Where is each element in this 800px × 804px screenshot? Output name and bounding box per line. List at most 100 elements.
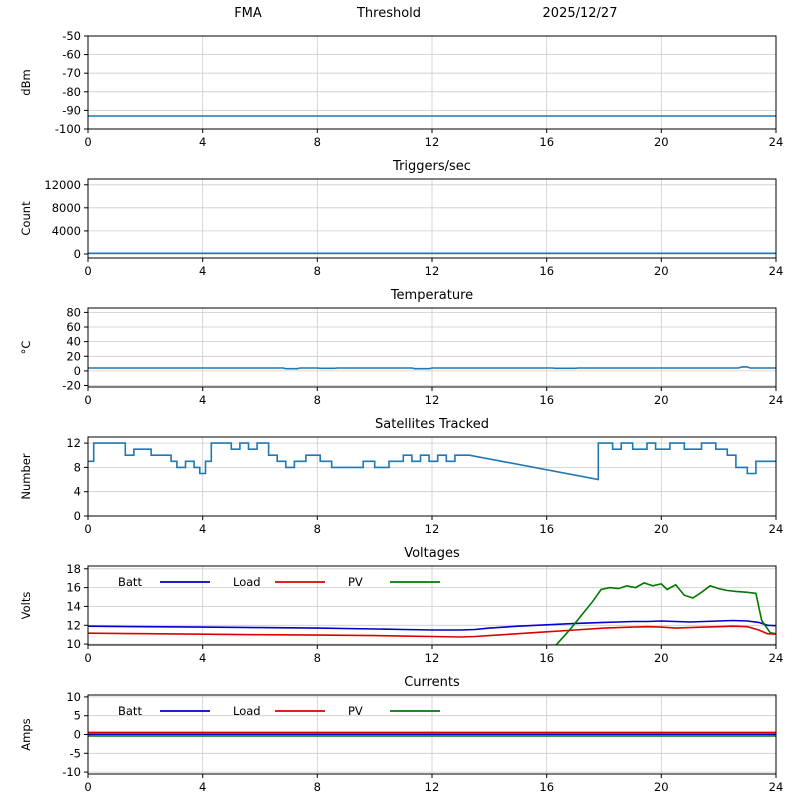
svg-text:24: 24 <box>769 522 784 536</box>
svg-text:20: 20 <box>654 393 669 407</box>
header-threshold-label: Threshold <box>356 6 422 21</box>
svg-text:16: 16 <box>539 651 554 665</box>
svg-text:12: 12 <box>425 135 440 149</box>
svg-text:-20: -20 <box>62 379 81 393</box>
svg-text:16: 16 <box>66 581 81 595</box>
svg-text:20: 20 <box>654 651 669 665</box>
svg-text:24: 24 <box>769 651 784 665</box>
svg-text:20: 20 <box>654 780 669 794</box>
chart-temperature: 0 4 8 12 16 20 24 -20 0 20 40 60 80 Temperature °C <box>0 284 800 413</box>
chart-currents: 0 4 8 12 16 20 24 -10 -5 0 5 10 Currents Amps Batt Load… <box>0 671 800 800</box>
svg-text:10: 10 <box>66 637 81 651</box>
svg-text:Batt: Batt <box>118 575 142 589</box>
svg-text:°C: °C <box>19 341 33 355</box>
charts-container: 0 4 8 12 16 20 24 -100 -90 -80 -70 -60 -50 dBm 0 4 8 12 16… <box>0 26 800 800</box>
svg-text:-80: -80 <box>62 85 81 99</box>
svg-text:Amps: Amps <box>19 718 33 750</box>
svg-text:-100: -100 <box>55 122 81 136</box>
svg-text:Volts: Volts <box>19 592 33 620</box>
svg-text:4: 4 <box>199 522 206 536</box>
svg-text:-10: -10 <box>62 765 81 779</box>
svg-text:0: 0 <box>74 247 81 261</box>
svg-text:0: 0 <box>84 135 91 149</box>
svg-text:12: 12 <box>425 264 440 278</box>
svg-text:12: 12 <box>425 393 440 407</box>
svg-text:Satellites Tracked: Satellites Tracked <box>375 417 489 432</box>
svg-text:0: 0 <box>74 509 81 523</box>
chart-svg: 0 4 8 12 16 20 24 10 12 14 16 18 Voltages Volts Batt Lo… <box>19 546 784 665</box>
svg-text:0: 0 <box>84 780 91 794</box>
svg-text:0: 0 <box>84 522 91 536</box>
svg-text:Batt: Batt <box>118 704 142 718</box>
svg-text:8: 8 <box>74 460 81 474</box>
svg-text:PV: PV <box>348 575 363 589</box>
svg-text:Temperature: Temperature <box>390 288 473 303</box>
svg-text:5: 5 <box>74 709 81 723</box>
svg-text:Triggers/sec: Triggers/sec <box>392 159 471 174</box>
svg-text:20: 20 <box>654 135 669 149</box>
svg-text:4000: 4000 <box>52 224 81 238</box>
svg-text:16: 16 <box>539 393 554 407</box>
svg-text:Count: Count <box>19 201 33 236</box>
svg-text:12: 12 <box>66 436 81 450</box>
chart-voltages: 0 4 8 12 16 20 24 10 12 14 16 18 Voltages Volts Batt Lo… <box>0 542 800 671</box>
svg-text:8: 8 <box>314 393 321 407</box>
svg-text:16: 16 <box>539 780 554 794</box>
svg-text:-60: -60 <box>62 48 81 62</box>
svg-text:16: 16 <box>539 264 554 278</box>
svg-text:4: 4 <box>199 135 206 149</box>
header-date: 2025/12/27 <box>542 6 618 21</box>
svg-text:8: 8 <box>314 264 321 278</box>
chart-triggers-per-sec: 0 4 8 12 16 20 24 0 4000 8000 12000 Triggers/sec Cou… <box>0 155 800 284</box>
svg-text:80: 80 <box>66 305 81 319</box>
chart-satellites-tracked: 0 4 8 12 16 20 24 0 4 8 12 Satellites Tracked Number <box>0 413 800 542</box>
svg-text:18: 18 <box>66 562 81 576</box>
svg-text:8: 8 <box>314 135 321 149</box>
chart-signal-threshold: 0 4 8 12 16 20 24 -100 -90 -80 -70 -60 -50 dBm <box>0 26 800 155</box>
svg-text:12: 12 <box>66 618 81 632</box>
svg-text:Load: Load <box>233 575 261 589</box>
svg-text:8: 8 <box>314 522 321 536</box>
chart-svg: 0 4 8 12 16 20 24 -10 -5 0 5 10 Currents Amps Batt Load… <box>19 675 784 794</box>
chart-svg: 0 4 8 12 16 20 24 0 4 8 12 Satellites Tracked Number <box>19 417 784 536</box>
chart-header: FMA Threshold 2025/12/27 <box>0 0 800 26</box>
svg-text:24: 24 <box>769 393 784 407</box>
svg-text:dBm: dBm <box>19 69 33 95</box>
svg-text:12: 12 <box>425 780 440 794</box>
svg-text:4: 4 <box>74 485 81 499</box>
header-station-label: FMA <box>234 6 262 21</box>
svg-text:20: 20 <box>654 522 669 536</box>
svg-text:0: 0 <box>84 651 91 665</box>
svg-text:10: 10 <box>66 690 81 704</box>
svg-text:0: 0 <box>74 728 81 742</box>
svg-text:16: 16 <box>539 135 554 149</box>
svg-text:16: 16 <box>539 522 554 536</box>
svg-text:20: 20 <box>654 264 669 278</box>
svg-text:40: 40 <box>66 335 81 349</box>
svg-text:0: 0 <box>74 364 81 378</box>
svg-text:60: 60 <box>66 320 81 334</box>
svg-text:Voltages: Voltages <box>404 546 460 561</box>
svg-text:0: 0 <box>84 393 91 407</box>
svg-text:Number: Number <box>19 453 33 499</box>
svg-text:0: 0 <box>84 264 91 278</box>
svg-text:PV: PV <box>348 704 363 718</box>
svg-text:24: 24 <box>769 780 784 794</box>
svg-text:Currents: Currents <box>404 675 460 690</box>
svg-text:4: 4 <box>199 393 206 407</box>
svg-text:-70: -70 <box>62 66 81 80</box>
svg-text:8: 8 <box>314 780 321 794</box>
svg-text:8000: 8000 <box>52 201 81 215</box>
svg-text:4: 4 <box>199 651 206 665</box>
svg-text:24: 24 <box>769 135 784 149</box>
svg-text:20: 20 <box>66 349 81 363</box>
svg-text:8: 8 <box>314 651 321 665</box>
svg-text:14: 14 <box>66 599 81 613</box>
svg-text:4: 4 <box>199 264 206 278</box>
svg-text:Load: Load <box>233 704 261 718</box>
svg-text:12: 12 <box>425 651 440 665</box>
svg-text:-50: -50 <box>62 29 81 43</box>
chart-svg: 0 4 8 12 16 20 24 -100 -90 -80 -70 -60 -50 dBm <box>19 29 784 149</box>
